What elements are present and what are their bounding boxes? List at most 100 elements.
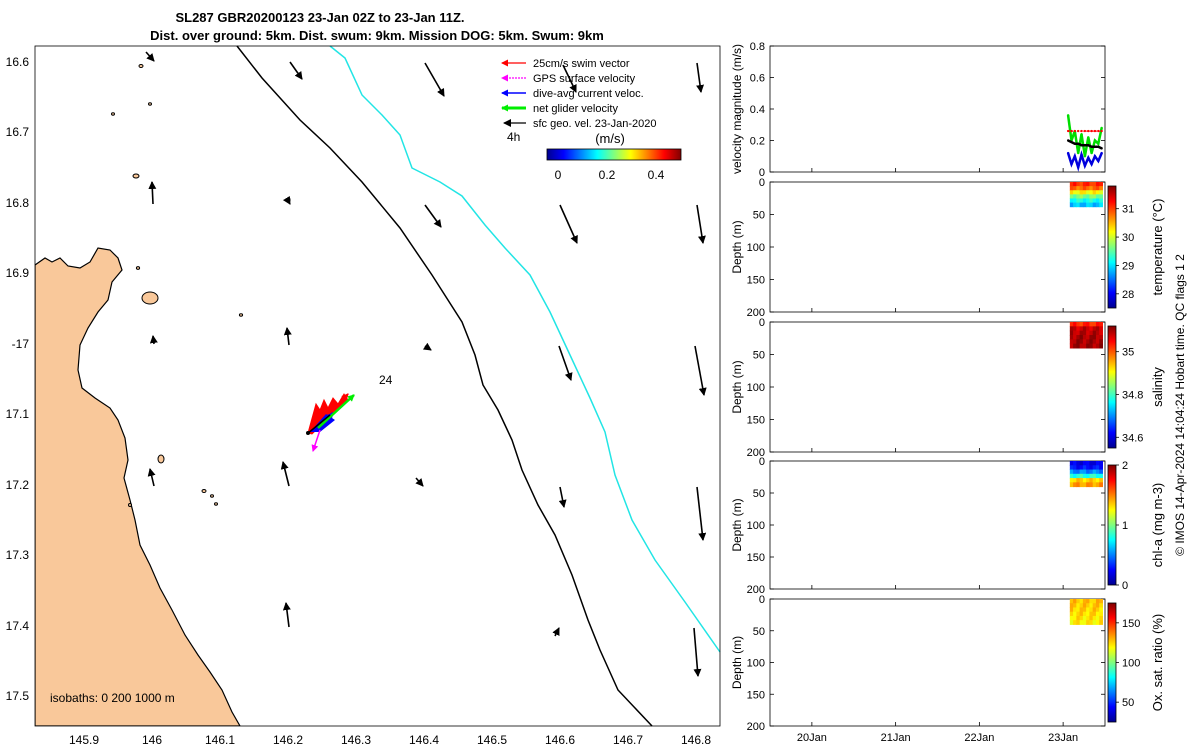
lon-tick: 146.6: [545, 733, 575, 747]
heatmap-cell: [1082, 343, 1087, 349]
heatmap-cell: [1082, 465, 1087, 471]
colorbar-tick-label: 34.6: [1122, 432, 1143, 444]
y-tick-label: 0: [759, 317, 765, 329]
heatmap-cell: [1082, 469, 1087, 475]
heatmap-cell: [1086, 620, 1090, 625]
heatmap-cell: [1082, 330, 1087, 336]
legend-swim-label: 25cm/s swim vector: [533, 58, 630, 70]
heatmap-cell: [1095, 326, 1100, 332]
velocity-point: [1077, 129, 1080, 133]
heatmap-cell: [1073, 478, 1077, 483]
geostrophic-vector: [424, 62, 445, 97]
heatmap-cell: [1092, 615, 1097, 621]
island: [138, 64, 144, 68]
heatmap-cell: [1069, 186, 1074, 191]
heatmap-cell: [1076, 198, 1081, 204]
heatmap-cell: [1076, 599, 1081, 604]
velocity-point: [1073, 142, 1077, 145]
heatmap-cell: [1082, 620, 1087, 625]
heatmap-cell: [1069, 198, 1074, 204]
heatmap-cell: [1089, 326, 1094, 332]
y-tick-label: 0.6: [750, 73, 765, 85]
y-tick-label: 50: [753, 210, 765, 222]
heatmap-cell: [1082, 326, 1087, 332]
heatmap-cell: [1076, 202, 1081, 208]
heatmap-cell: [1099, 620, 1103, 625]
surface-geostrophic-vectors: [145, 51, 707, 677]
heatmap-cell: [1095, 190, 1100, 195]
heatmap-cell: [1099, 607, 1103, 613]
x-tick-label: 22Jan: [964, 732, 994, 744]
geostrophic-vector: [424, 204, 442, 228]
lat-tick: 16.7: [6, 125, 30, 139]
map-colorbar-tick: 0.2: [599, 168, 616, 182]
lon-tick: 146.4: [409, 733, 439, 747]
heatmap-cell: [1079, 461, 1084, 466]
velocity-point: [1073, 129, 1077, 133]
lon-tick: 146.3: [341, 733, 371, 747]
velocity-point: [1100, 147, 1103, 150]
heatmap-cell: [1095, 469, 1100, 475]
heatmap-cell: [1099, 322, 1103, 327]
velocity-point: [1083, 144, 1087, 147]
colorbar-label: temperature (°C): [1150, 199, 1165, 296]
panel-axes-box: [769, 321, 1106, 453]
legend-geostrophic-label: sfc geo. vel. 23-Jan-2020: [533, 118, 657, 130]
velocity-point: [1090, 151, 1093, 155]
colorbar: [1107, 602, 1117, 723]
heatmap-cell: [1076, 478, 1081, 483]
heatmap-cell: [1073, 326, 1077, 332]
x-tick-label: 20Jan: [797, 732, 827, 744]
heatmap-cell: [1076, 615, 1081, 621]
panel-3: 0 50 100 150 200 Depth (m) 0 1 2 chl-a (mg m-3): [730, 456, 1165, 596]
panel-2: 0 50 100 150 200 Depth (m) 34.6 34.8 35 salinity: [730, 317, 1165, 459]
heatmap-cell: [1089, 469, 1094, 475]
heatmap-cell: [1099, 335, 1103, 340]
velocity-point: [1087, 136, 1090, 139]
heatmap-cell: [1092, 599, 1097, 604]
panel-axes-box: [769, 45, 1106, 173]
heatmap-cell: [1086, 322, 1090, 327]
heatmap-cell: [1089, 615, 1094, 621]
lon-tick: 146.8: [681, 733, 711, 747]
heatmap-cell: [1089, 620, 1094, 625]
heatmap-cell: [1086, 607, 1090, 613]
land-coastline: [35, 247, 241, 726]
heatmap-cell: [1082, 198, 1087, 204]
velocity-point: [1083, 129, 1087, 133]
heatmap-cell: [1076, 603, 1081, 608]
velocity-point: [1073, 155, 1077, 158]
velocity-point: [1093, 139, 1097, 142]
heatmap-cell: [1086, 482, 1090, 488]
heatmap-cell: [1073, 343, 1077, 349]
lat-tick: 16.9: [6, 266, 30, 280]
heatmap-cell: [1089, 330, 1094, 336]
panel-axes-box: [769, 598, 1106, 727]
heatmap-cell: [1073, 202, 1077, 208]
heatmap-cell: [1099, 473, 1103, 479]
y-tick-label: 0: [759, 594, 765, 606]
heatmap-cell: [1095, 339, 1100, 345]
heatmap-cell: [1099, 198, 1103, 204]
heatmap-cell: [1092, 482, 1097, 488]
heatmap-cell: [1099, 190, 1103, 195]
heatmap-cell: [1079, 186, 1084, 191]
heatmap-cell: [1086, 478, 1090, 483]
heatmap-cell: [1092, 620, 1097, 625]
velocity-point: [1077, 142, 1080, 145]
y-tick-label: 100: [747, 520, 765, 532]
panel-0: 0 0.2 0.4 0.6 0.8 velocity magnitude (m/s): [730, 41, 1106, 179]
heatmap-cell: [1082, 615, 1087, 621]
island: [111, 112, 115, 116]
heatmap-cell: [1095, 473, 1100, 479]
lat-tick: 17.1: [6, 407, 30, 421]
geostrophic-vector: [147, 468, 156, 487]
heatmap-cell: [1073, 603, 1077, 608]
y-tick-label: 150: [747, 415, 765, 427]
geostrophic-vector: [696, 486, 707, 541]
heatmap-cell: [1076, 322, 1081, 327]
lat-tick: 16.8: [6, 196, 30, 210]
heatmap-cell: [1079, 182, 1084, 187]
heatmap-cell: [1095, 322, 1100, 327]
velocity-point: [1070, 162, 1073, 166]
